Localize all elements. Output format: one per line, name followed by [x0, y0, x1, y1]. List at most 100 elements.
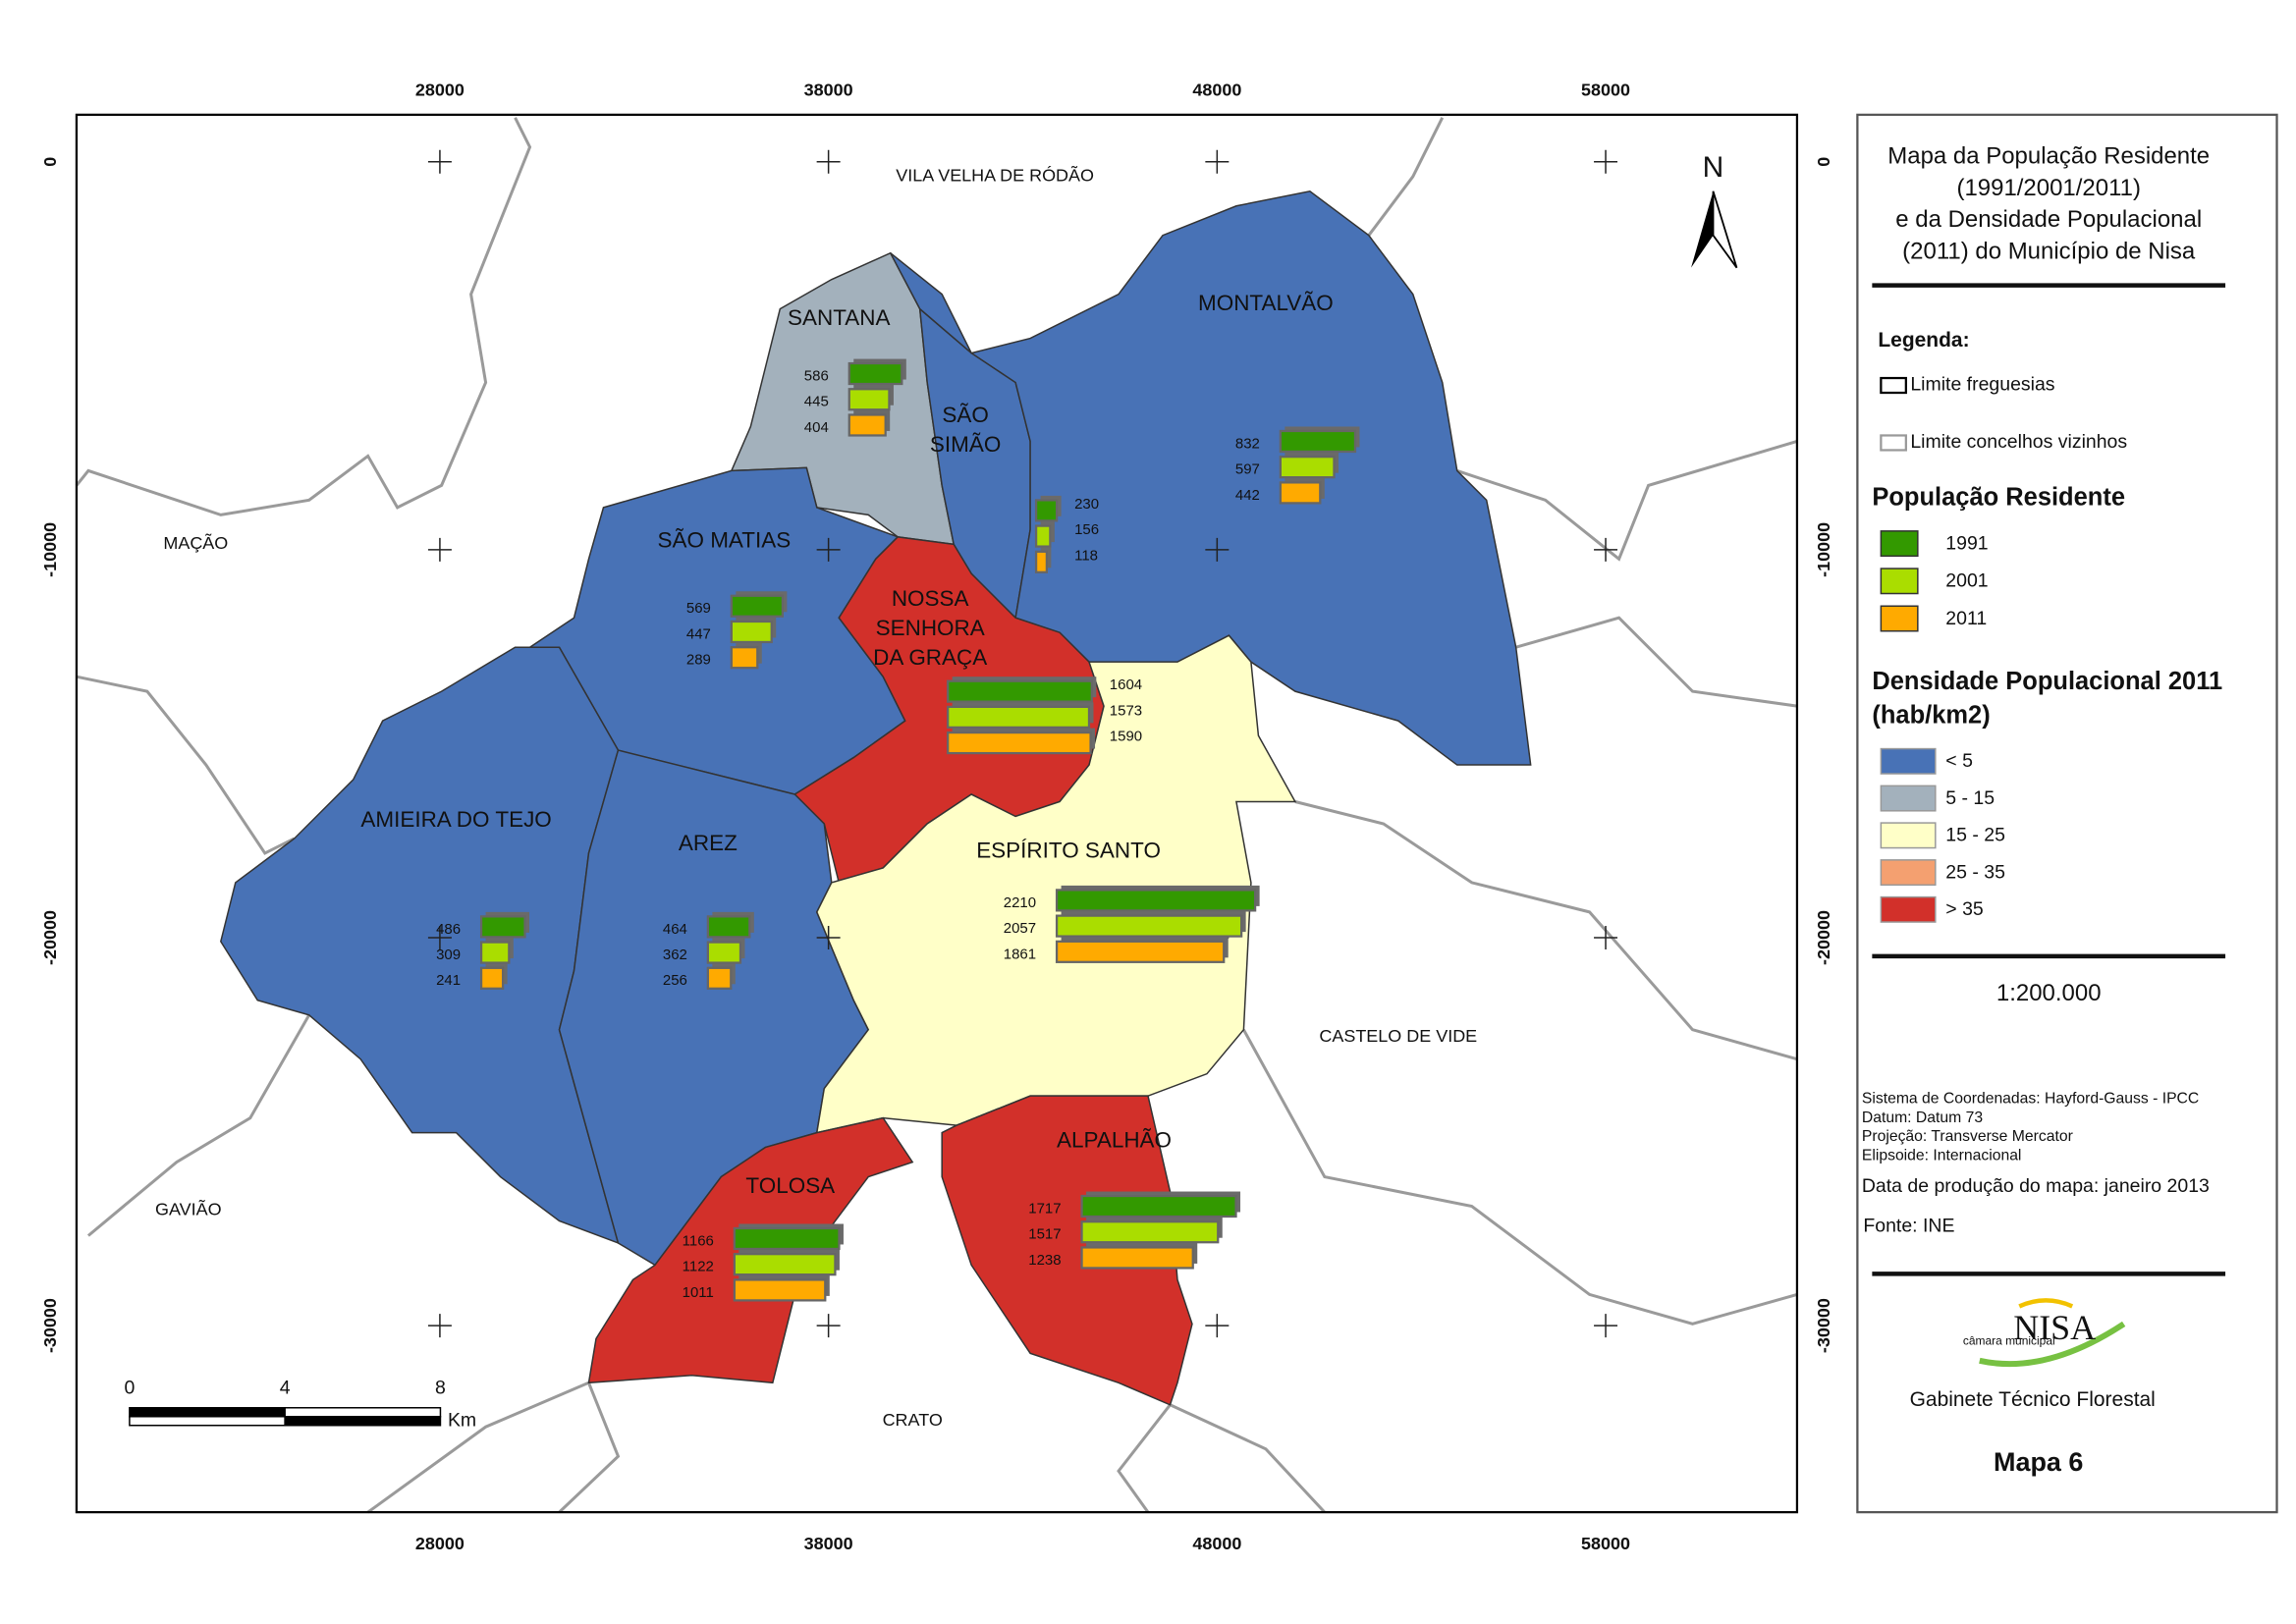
- bar-value-label: 1861: [1004, 946, 1036, 962]
- production-date: Data de produção do mapa: janeiro 2013: [1862, 1175, 2210, 1197]
- bar: [706, 915, 751, 939]
- bar-value-label: 1238: [1028, 1252, 1061, 1269]
- parish-label: MONTALVÃO: [1198, 291, 1334, 315]
- legend-section-title: População Residente: [1872, 484, 2125, 512]
- y-tick-label: -20000: [1814, 910, 1833, 965]
- bar-value-label: 1011: [683, 1284, 714, 1301]
- neighbor-boundary: [1117, 1403, 1172, 1514]
- parish-label: SÃO: [942, 403, 988, 427]
- scale-tick-label: 8: [435, 1377, 446, 1398]
- neighbor-boundary: [558, 1381, 621, 1514]
- scale-segment: [284, 1407, 442, 1418]
- neighbor-boundary: [1515, 616, 1798, 708]
- bar-value-label: 442: [1235, 487, 1260, 504]
- bar-value-label: 586: [804, 367, 829, 384]
- x-tick-label: 28000: [415, 81, 465, 100]
- parish: [890, 189, 1532, 766]
- bar: [733, 1226, 841, 1251]
- bar: [730, 646, 759, 670]
- bar: [947, 731, 1092, 755]
- legend-swatch: [1880, 568, 1919, 595]
- bar: [1055, 914, 1243, 938]
- legend: Legenda: Limite freguesias Limite concel…: [1856, 113, 2278, 1514]
- legend-label: < 5: [1945, 750, 1973, 772]
- bar: [706, 966, 733, 990]
- bar-value-label: 289: [686, 652, 711, 669]
- bar: [847, 361, 903, 386]
- office: Gabinete Técnico Florestal: [1910, 1388, 2156, 1411]
- x-tick-label: 58000: [1581, 81, 1630, 100]
- y-tick-label: 0: [1814, 157, 1833, 167]
- bar: [479, 915, 526, 939]
- scale-segment: [129, 1416, 286, 1427]
- bar: [706, 941, 742, 964]
- legend-swatch: [1880, 605, 1919, 632]
- grid-cross: [816, 537, 841, 562]
- grid-cross: [1594, 1314, 1618, 1338]
- bar: [730, 594, 785, 618]
- bar-value-label: 256: [663, 972, 687, 989]
- parish-label: AMIEIRA DO TEJO: [360, 807, 551, 832]
- grid-cross: [1205, 149, 1230, 174]
- coordinate-info: Sistema de Coordenadas: Hayford-Gauss - …: [1862, 1090, 2199, 1107]
- grid-cross: [816, 925, 841, 949]
- grid-cross: [1594, 925, 1618, 949]
- neighbor-boundary: [86, 1014, 311, 1237]
- bar-value-label: 1517: [1028, 1226, 1061, 1243]
- source: Fonte: INE: [1863, 1216, 1954, 1237]
- bar-value-label: 1604: [1110, 677, 1142, 693]
- y-tick-label: -30000: [1814, 1298, 1833, 1353]
- neighbor-boundary: [1294, 800, 1798, 1061]
- grid-cross: [816, 1314, 841, 1338]
- x-tick-label: 48000: [1192, 1534, 1241, 1553]
- grid-cross: [1205, 1314, 1230, 1338]
- map-scale: 1:200.000: [1996, 980, 2102, 1006]
- bar: [947, 679, 1093, 703]
- legend-label: Limite concelhos vizinhos: [1910, 431, 2127, 453]
- map-area: 2800028000380003800048000480005800058000…: [40, 81, 1833, 1553]
- scale-tick-label: 4: [280, 1377, 291, 1398]
- neighbor-boundary: [75, 117, 532, 516]
- neighbor-label: CASTELO DE VIDE: [1319, 1026, 1477, 1046]
- bar: [1055, 889, 1257, 912]
- legend-label: 15 - 25: [1945, 825, 2005, 846]
- parish-label: SÃO MATIAS: [658, 527, 792, 552]
- legend-section-title: (hab/km2): [1872, 701, 1990, 729]
- bar: [1080, 1194, 1237, 1218]
- bar: [847, 413, 887, 437]
- bar: [947, 705, 1091, 729]
- legend-title: Mapa da População Residente: [1887, 143, 2210, 170]
- bar: [1080, 1220, 1220, 1244]
- bar-value-label: 445: [804, 394, 829, 410]
- grid-cross: [1594, 537, 1618, 562]
- bar: [1279, 481, 1322, 505]
- legend-swatch: [1880, 859, 1937, 887]
- logo-swoosh: [1979, 1321, 2126, 1368]
- bar-value-label: 447: [686, 625, 711, 642]
- bar: [1034, 550, 1049, 573]
- legend-title: e da Densidade Populacional: [1895, 206, 2202, 233]
- grid-cross: [427, 149, 452, 174]
- map-frame: [75, 113, 1799, 1514]
- legend-swatch: [1880, 747, 1937, 775]
- legend-label: Limite freguesias: [1910, 374, 2054, 396]
- neighbor-boundary: [76, 675, 296, 855]
- scale-unit: Km: [448, 1409, 476, 1431]
- north-label: N: [1703, 151, 1724, 184]
- bar-value-label: 832: [1235, 435, 1260, 452]
- legend-label: 25 - 35: [1945, 861, 2005, 883]
- bar: [479, 941, 511, 964]
- neighbor-boundary: [366, 1380, 590, 1514]
- bar-value-label: 1122: [683, 1259, 714, 1275]
- bar-value-label: 464: [663, 921, 687, 938]
- legend-label: 2011: [1945, 608, 1987, 629]
- bar-value-label: 1573: [1110, 702, 1142, 719]
- bar-value-label: 2057: [1004, 920, 1036, 937]
- bar-value-label: 569: [686, 600, 711, 617]
- bar: [1279, 429, 1357, 454]
- y-tick-label: -10000: [1814, 522, 1833, 577]
- logo-big: NISA: [2013, 1308, 2096, 1347]
- neighbor-boundary: [1456, 440, 1798, 562]
- grid-cross: [427, 925, 452, 949]
